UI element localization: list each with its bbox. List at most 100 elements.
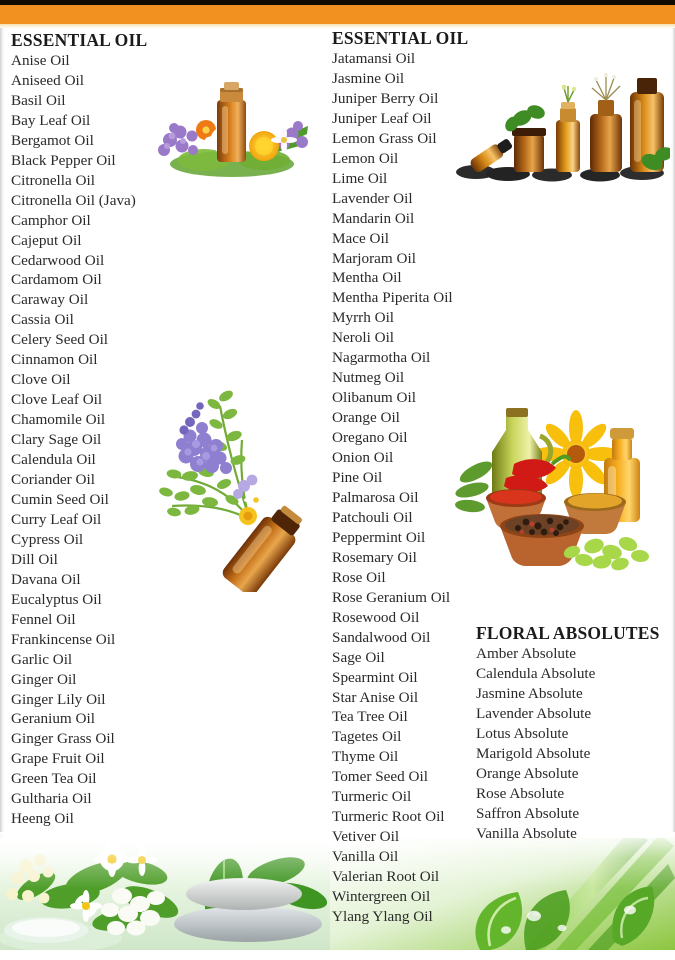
floral-absolutes-column: FLORAL ABSOLUTES Amber Absolute Calendula…: [476, 623, 660, 844]
list-item: Cypress Oil: [11, 530, 84, 548]
lavender-bottle-photo: [159, 390, 302, 592]
list-item: Eucalyptus Oil: [11, 590, 102, 608]
list-item: Garlic Oil: [11, 650, 73, 668]
list-item: Lemon Oil: [332, 149, 399, 167]
list-item: Marjoram Oil: [332, 249, 416, 267]
left-oil-list: Anise Oil Aniseed Oil Basil Oil Bay Leaf Oi…: [11, 51, 147, 829]
list-item: Tea Tree Oil: [332, 708, 408, 726]
list-item: Valerian Root Oil: [332, 868, 440, 886]
list-item: Tomer Seed Oil: [332, 768, 428, 786]
page-left-edge: [0, 28, 5, 950]
list-item: Pine Oil: [332, 469, 383, 487]
list-item: Rose Absolute: [476, 784, 565, 802]
list-item: Orange Oil: [332, 409, 400, 427]
list-item: Caraway Oil: [11, 291, 89, 309]
list-item: Rosewood Oil: [332, 608, 420, 626]
top-black-strip: [0, 0, 675, 6]
list-item: Rose Oil: [332, 568, 386, 586]
list-item: Calendula Oil: [11, 451, 96, 469]
list-item: Tagetes Oil: [332, 728, 402, 746]
list-item: Citronella Oil (Java): [11, 191, 136, 209]
list-item: Saffron Absolute: [476, 804, 580, 822]
list-item: Olibanum Oil: [332, 389, 416, 407]
list-item: Mandarin Oil: [332, 209, 415, 227]
list-item: Gultharia Oil: [11, 790, 92, 808]
list-item: Vanilla Absolute: [476, 824, 577, 842]
list-item: Bergamot Oil: [11, 131, 94, 149]
floral-absolutes-list: Amber Absolute Calendula Absolute Jasmine …: [476, 644, 660, 844]
list-item: Aniseed Oil: [11, 71, 84, 89]
list-item: Juniper Berry Oil: [332, 89, 439, 107]
list-item: Lemon Grass Oil: [332, 129, 437, 147]
list-item: Neroli Oil: [332, 329, 395, 347]
list-item: Cedarwood Oil: [11, 251, 105, 269]
list-item: Anise Oil: [11, 52, 70, 69]
list-item: Turmeric Root Oil: [332, 808, 445, 826]
essential-oil-left-column: ESSENTIAL OIL Anise Oil Aniseed Oil Basil …: [11, 30, 147, 829]
list-item: Lime Oil: [332, 169, 388, 187]
right-oil-list: Jatamansi Oil Jasmine Oil Juniper Berry Oi…: [332, 49, 468, 927]
list-item: Fennel Oil: [11, 610, 76, 628]
list-item: Ginger Lily Oil: [11, 690, 106, 708]
list-item: Sage Oil: [332, 648, 385, 666]
list-item: Ginger Grass Oil: [11, 730, 115, 748]
list-item: Rose Geranium Oil: [332, 588, 451, 606]
list-item: Oregano Oil: [332, 429, 408, 447]
list-item: Marigold Absolute: [476, 744, 591, 762]
list-item: Coriander Oil: [11, 471, 95, 489]
orange-header-bar: [0, 5, 675, 24]
amber-bottles-photo: [456, 73, 670, 182]
list-item: Thyme Oil: [332, 748, 399, 766]
list-item: Jatamansi Oil: [332, 50, 416, 67]
list-item: Cinnamon Oil: [11, 351, 98, 369]
list-item: Spearmint Oil: [332, 668, 418, 686]
essential-oil-right-column: ESSENTIAL OIL Jatamansi Oil Jasmine Oil Ju…: [332, 28, 468, 927]
right-column-heading: ESSENTIAL OIL: [332, 28, 469, 48]
floral-absolutes-heading: FLORAL ABSOLUTES: [476, 623, 660, 643]
list-item: Cajeput Oil: [11, 231, 82, 249]
list-item: Nutmeg Oil: [332, 369, 405, 387]
list-item: Clary Sage Oil: [11, 431, 102, 449]
list-item: Mentha Piperita Oil: [332, 289, 453, 307]
list-item: Clove Oil: [11, 371, 71, 389]
list-item: Calendula Absolute: [476, 664, 596, 682]
list-item: Vanilla Oil: [332, 848, 399, 866]
list-item: Bay Leaf Oil: [11, 111, 91, 129]
list-item: Palmarosa Oil: [332, 488, 419, 506]
list-item: Lavender Oil: [332, 189, 413, 207]
list-item: Peppermint Oil: [332, 528, 426, 546]
list-item: Citronella Oil: [11, 171, 95, 189]
list-item: Jasmine Absolute: [476, 684, 583, 702]
list-item: Nagarmotha Oil: [332, 349, 431, 367]
list-item: Rosemary Oil: [332, 548, 417, 566]
flower-bottle-photo: [158, 82, 308, 177]
list-item: Vetiver Oil: [332, 828, 400, 846]
list-item: Star Anise Oil: [332, 688, 419, 706]
list-item: Geranium Oil: [11, 710, 95, 728]
list-item: Jasmine Oil: [332, 69, 405, 87]
list-item: Myrrh Oil: [332, 309, 395, 327]
page-right-edge: [671, 28, 675, 950]
list-item: Grape Fruit Oil: [11, 750, 105, 768]
spa-banner-photo: [0, 838, 340, 950]
list-item: Patchouli Oil: [332, 508, 413, 526]
list-item: Turmeric Oil: [332, 788, 412, 806]
list-item: Orange Absolute: [476, 764, 579, 782]
list-item: Chamomile Oil: [11, 411, 106, 429]
list-item: Heeng Oil: [11, 810, 74, 828]
list-item: Camphor Oil: [11, 211, 91, 229]
list-item: Mace Oil: [332, 229, 389, 247]
list-item: Amber Absolute: [476, 645, 576, 662]
list-item: Lavender Absolute: [476, 704, 592, 722]
list-item: Cumin Seed Oil: [11, 490, 109, 508]
list-item: Mentha Oil: [332, 269, 402, 287]
list-item: Dill Oil: [11, 550, 58, 568]
list-item: Ylang Ylang Oil: [332, 907, 433, 925]
list-item: Juniper Leaf Oil: [332, 109, 432, 127]
spice-bowls-photo: [455, 408, 649, 571]
list-item: Wintergreen Oil: [332, 888, 431, 906]
list-item: Celery Seed Oil: [11, 331, 109, 349]
list-item: Cassia Oil: [11, 311, 74, 329]
header-cream-divider: [0, 24, 675, 28]
